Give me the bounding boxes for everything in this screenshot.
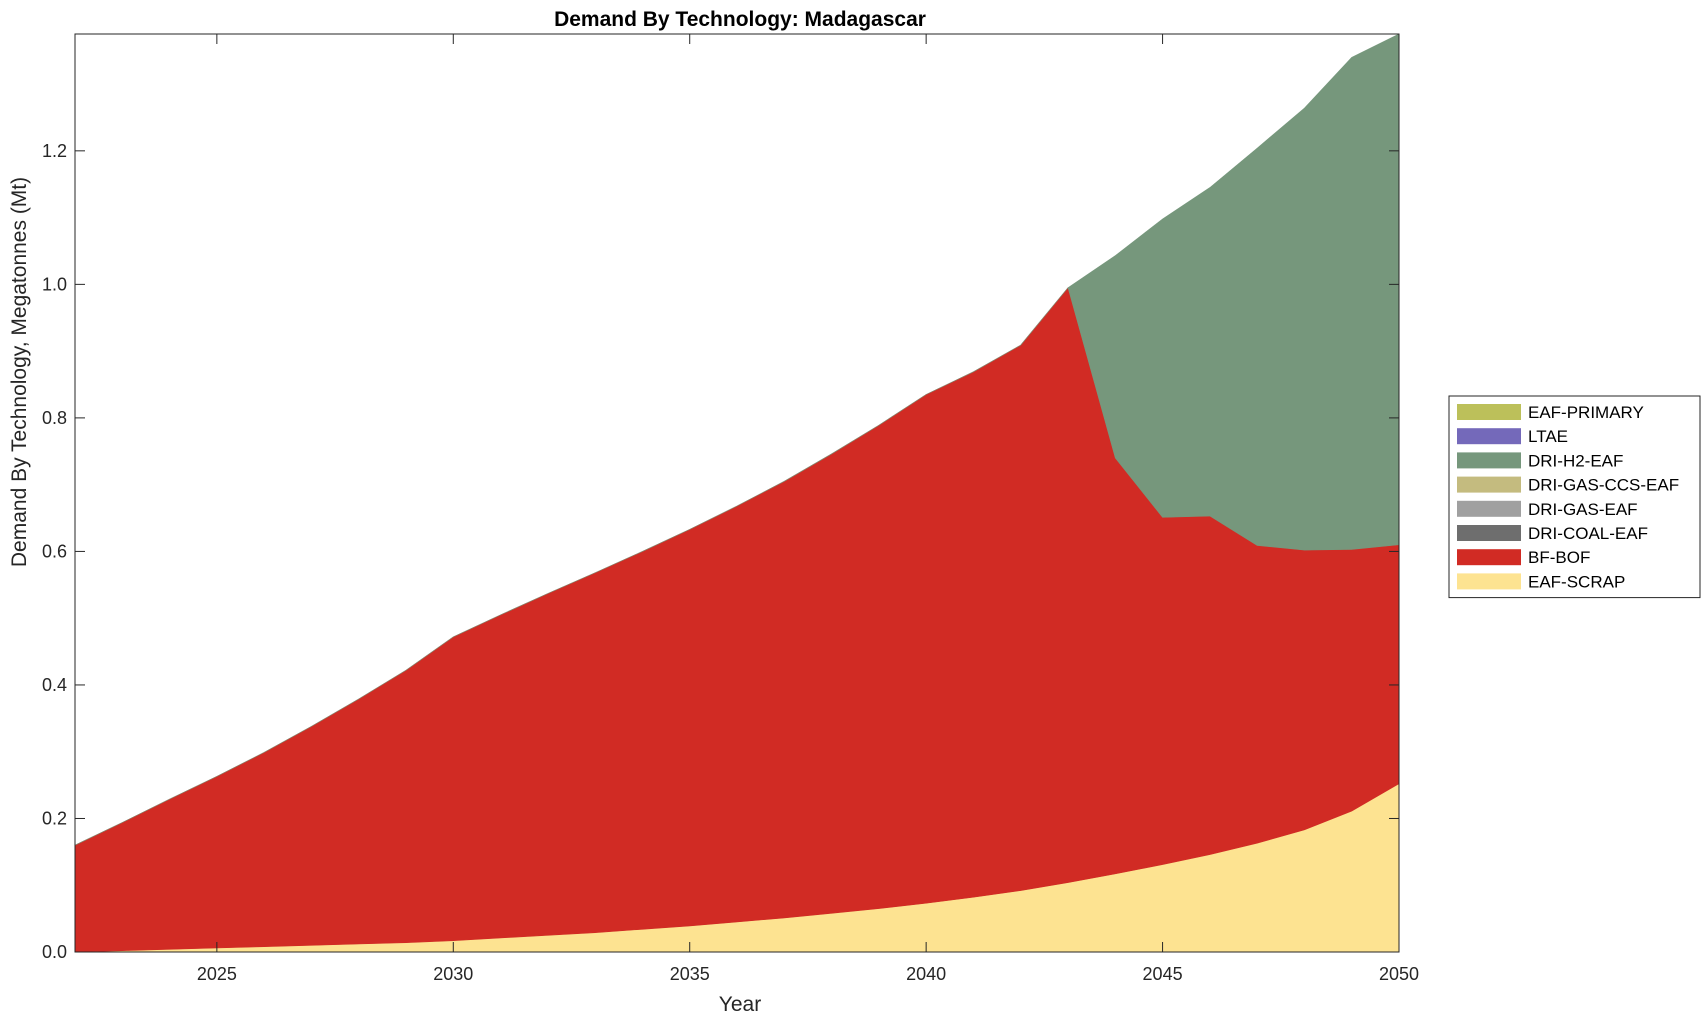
legend-swatch-bf-bof [1457, 549, 1521, 566]
y-tick-label: 0.4 [42, 675, 67, 695]
legend-label-dri-h2-eaf: DRI-H2-EAF [1528, 451, 1623, 470]
legend-swatch-eaf-scrap [1457, 573, 1521, 590]
x-tick-label: 2035 [670, 964, 710, 984]
legend-label-eaf-primary: EAF-PRIMARY [1528, 403, 1644, 422]
x-tick-label: 2040 [906, 964, 946, 984]
legend-label-eaf-scrap: EAF-SCRAP [1528, 572, 1625, 591]
stacked-areas [74, 33, 1400, 953]
y-tick-label: 0.2 [42, 808, 67, 828]
x-tick-label: 2030 [433, 964, 473, 984]
x-tick-label: 2025 [197, 964, 237, 984]
x-axis-ticks: 2025 2030 2035 2040 2045 2050 [197, 34, 1419, 984]
legend-box [1448, 395, 1701, 599]
legend: EAF-PRIMARY LTAE DRI-H2-EAF DRI-GAS-CCS-EAF… [1448, 395, 1701, 599]
axes-frame [74, 33, 1400, 953]
legend-swatch-dri-gas-eaf [1457, 500, 1521, 517]
y-tick-label: 0.0 [42, 942, 67, 962]
chart-title: Demand By Technology: Madagascar [554, 8, 926, 31]
y-tick-label: 0.6 [42, 541, 67, 561]
x-tick-label: 2050 [1379, 964, 1419, 984]
legend-swatch-dri-gas-ccs-eaf [1457, 476, 1521, 493]
y-tick-label: 0.8 [42, 408, 67, 428]
legend-swatch-dri-h2-eaf [1457, 452, 1521, 469]
legend-label-dri-coal-eaf: DRI-COAL-EAF [1528, 524, 1648, 543]
y-axis-label: Demand By Technology, Megatonnes (Mt) [8, 177, 31, 567]
legend-label-ltae: LTAE [1528, 427, 1568, 446]
legend-label-dri-gas-eaf: DRI-GAS-EAF [1528, 500, 1638, 519]
y-tick-label: 1.2 [42, 141, 67, 161]
x-axis-label: Year [719, 993, 761, 1016]
y-axis-ticks: 0.0 0.2 0.4 0.6 0.8 1.0 1.2 [42, 141, 1399, 962]
legend-label-bf-bof: BF-BOF [1528, 548, 1590, 567]
legend-swatch-ltae [1457, 428, 1521, 445]
x-tick-label: 2045 [1143, 964, 1183, 984]
legend-label-dri-gas-ccs-eaf: DRI-GAS-CCS-EAF [1528, 476, 1679, 495]
legend-swatch-dri-coal-eaf [1457, 525, 1521, 541]
legend-swatch-eaf-primary [1457, 404, 1521, 420]
y-tick-label: 1.0 [42, 274, 67, 294]
